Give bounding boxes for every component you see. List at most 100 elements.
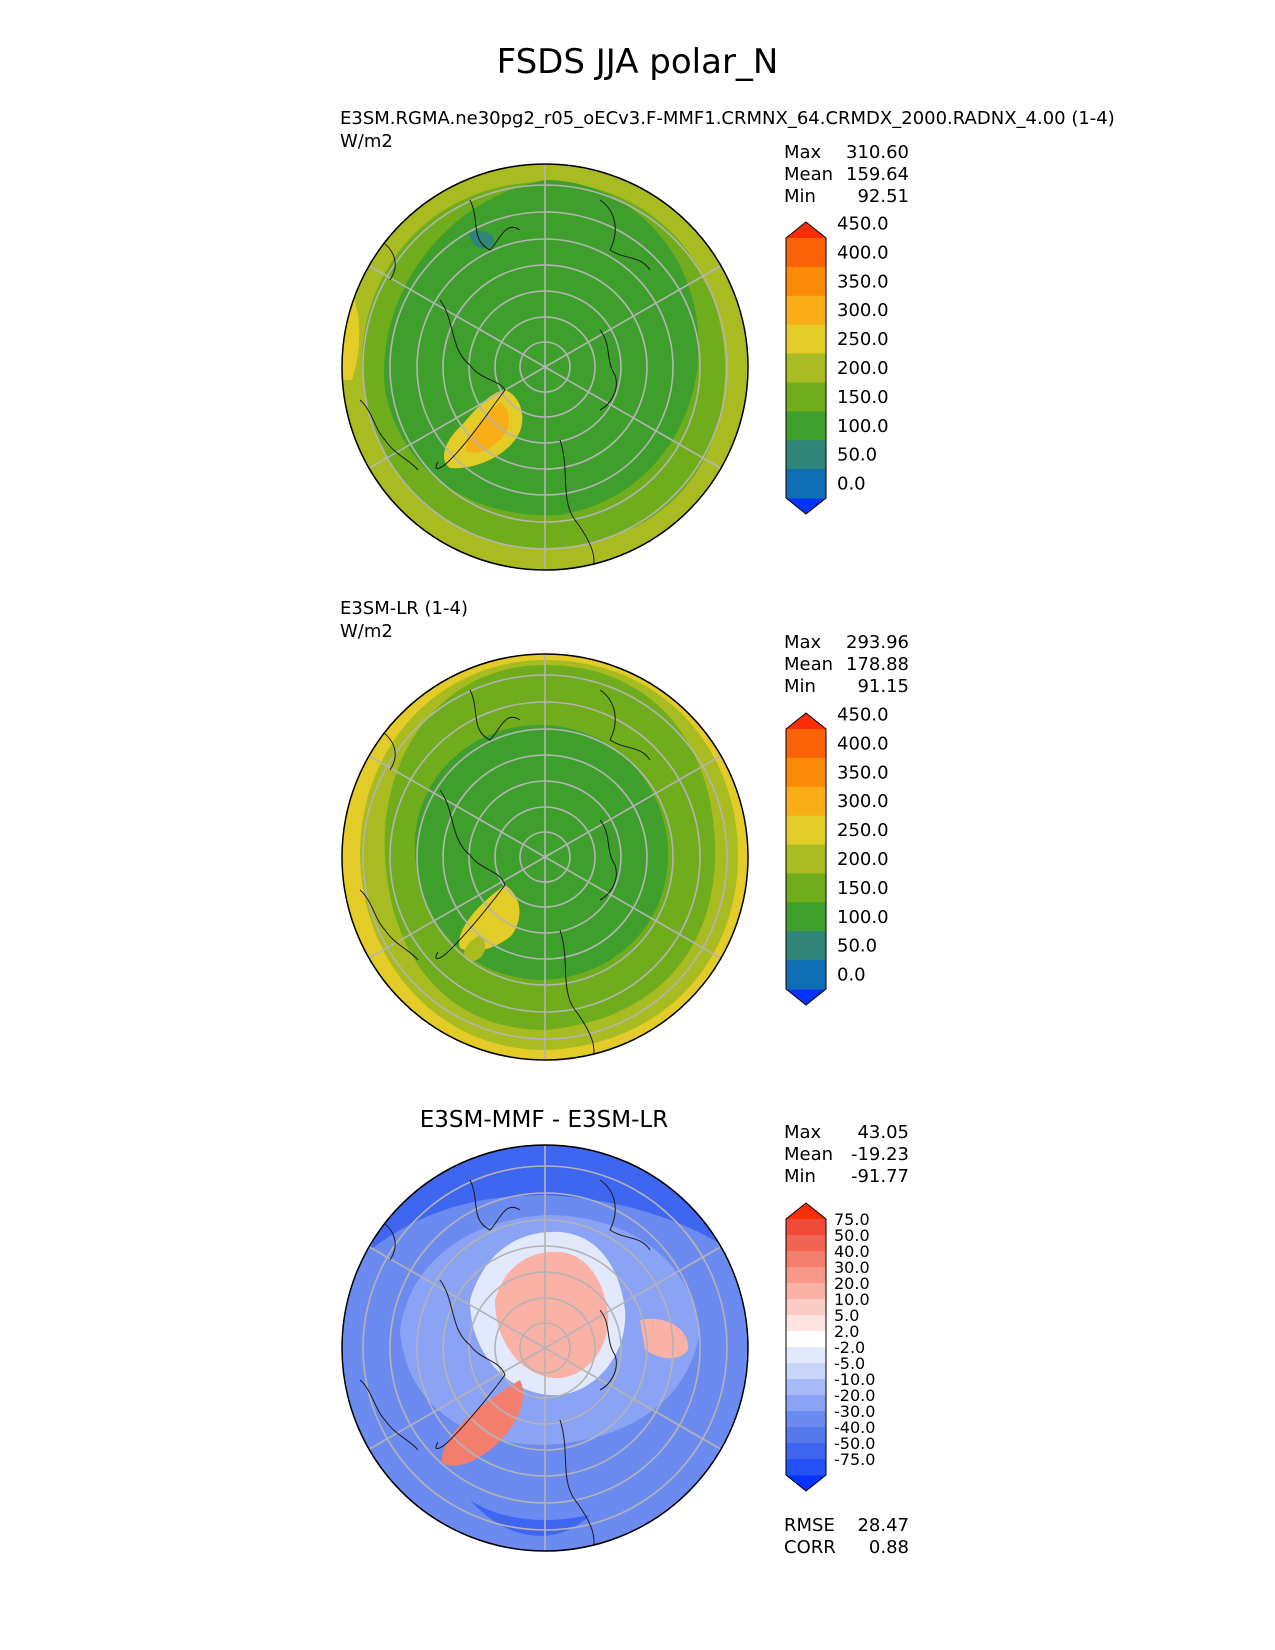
colorbar-tick-label: -40.0 [834, 1418, 875, 1437]
stat-value: -19.23 [850, 1144, 909, 1165]
colorbar-tick-label: 250.0 [837, 329, 889, 350]
panel1-title: E3SM.RGMA.ne30pg2_r05_oECv3.F-MMF1.CRMNX… [340, 108, 1115, 129]
colorbar-panel1: 0.0 50.0 100.0 150.0 200.0 250.0 300.0 350.0 400… [785, 214, 889, 515]
colorbar-tick-label: -75.0 [834, 1450, 875, 1469]
map2-graticule [362, 654, 728, 1060]
map3-greenland-pos [441, 1380, 524, 1466]
panel2-title: E3SM-LR (1-4) [340, 598, 468, 619]
colorbar-tick-label: -50.0 [834, 1434, 875, 1453]
panel1-stats: Max 310.60 Mean 159.64 Min 92.51 [784, 142, 909, 208]
stat-value: 43.05 [857, 1122, 909, 1143]
colorbar-segment [786, 1219, 826, 1236]
map2-field-inner [414, 725, 669, 980]
map-panel3 [341, 1144, 749, 1552]
colorbar-segment [786, 1283, 826, 1300]
colorbar-segment [786, 440, 826, 470]
colorbar-tick-label: 200.0 [837, 358, 889, 379]
stat-label: Mean [784, 164, 834, 185]
panel3-title: E3SM-MMF - E3SM-LR [419, 1107, 669, 1133]
map1-frame [341, 163, 749, 571]
panel1-stat-max: Max 310.60 [784, 142, 909, 164]
metric-value: 28.47 [857, 1515, 909, 1536]
colorbar-segment [786, 902, 826, 932]
colorbar-segment [786, 411, 826, 441]
colorbar-extend-min [786, 1475, 826, 1491]
colorbar-extend-min [786, 989, 826, 1005]
stat-value: -91.77 [850, 1166, 909, 1187]
colorbar-tick-label: 150.0 [837, 878, 889, 899]
map3-graticule [362, 1145, 728, 1551]
colorbar-tick-label: -2.0 [834, 1338, 865, 1357]
colorbar-segment [786, 1379, 826, 1396]
colorbar-segment [786, 1267, 826, 1284]
colorbar-extend-max [786, 713, 826, 729]
colorbar-segment [786, 1363, 826, 1380]
colorbar-tick-label: 30.0 [834, 1258, 870, 1277]
stat-label: Mean [784, 1144, 834, 1165]
metric-rmse: RMSE 28.47 [784, 1515, 909, 1537]
colorbar-segment [786, 1427, 826, 1444]
stat-value: 310.60 [846, 142, 909, 163]
map-panel2 [341, 653, 749, 1061]
stat-label: Mean [784, 654, 834, 675]
colorbar-tick-label: -30.0 [834, 1402, 875, 1421]
panel2-stat-mean: Mean 178.88 [784, 654, 909, 676]
colorbar-segment [786, 238, 826, 268]
panel3-stat-min: Min -91.77 [784, 1166, 909, 1188]
panel3-stat-max: Max 43.05 [784, 1122, 909, 1144]
colorbar-outline [785, 221, 827, 515]
colorbar-tick-label: 400.0 [837, 733, 889, 754]
colorbar-segment [786, 1315, 826, 1332]
map1-coastlines [359, 199, 651, 570]
colorbar-tick-label: 100.0 [837, 907, 889, 928]
stat-label: Min [784, 186, 816, 207]
stat-label: Max [784, 142, 822, 163]
stat-value: 293.96 [846, 632, 909, 653]
colorbar-tick-label: 300.0 [837, 300, 889, 321]
metric-value: 0.88 [868, 1537, 909, 1558]
panel3-metrics: RMSE 28.47 CORR 0.88 [784, 1515, 909, 1559]
colorbar-extend-max [786, 222, 826, 238]
colorbar-segment [786, 469, 826, 499]
colorbar-tick-label: 350.0 [837, 271, 889, 292]
map1-graticule [362, 164, 728, 570]
colorbar-segment [786, 1347, 826, 1364]
colorbar-panel2: 0.0 50.0 100.0 150.0 200.0 250.0 300.0 350.0 400… [785, 705, 889, 1006]
map2-coastlines [359, 689, 651, 1060]
panel1-stat-mean: Mean 159.64 [784, 164, 909, 186]
map2-frame [341, 653, 749, 1061]
map3-south-neg [470, 1500, 590, 1536]
stat-value: 91.15 [857, 676, 909, 697]
colorbar-tick-label: 350.0 [837, 762, 889, 783]
colorbar-segment [786, 960, 826, 990]
map-panel1 [341, 163, 749, 571]
panel2-stat-max: Max 293.96 [784, 632, 909, 654]
colorbar-segment [786, 266, 826, 297]
panel1-stat-min: Min 92.51 [784, 186, 909, 208]
stat-value: 92.51 [857, 186, 909, 207]
colorbar-tick-label: 100.0 [837, 416, 889, 437]
colorbar-segment [786, 1411, 826, 1428]
colorbar-segment [786, 295, 826, 326]
colorbar-extend-min [786, 498, 826, 514]
colorbar-tick-label: 250.0 [837, 820, 889, 841]
colorbar-tick-label: -10.0 [834, 1370, 875, 1389]
map1-greenland-core [465, 402, 509, 453]
colorbar-tick-label: 200.0 [837, 849, 889, 870]
stat-label: Max [784, 1122, 822, 1143]
map3-east-pos [640, 1318, 689, 1359]
map3-coastlines [359, 1179, 651, 1551]
colorbar-tick-label: -20.0 [834, 1386, 875, 1405]
map2-greenland [459, 885, 520, 952]
colorbar-tick-label: 300.0 [837, 791, 889, 812]
map3-frame [341, 1144, 749, 1552]
colorbar-segment [786, 382, 826, 412]
colorbar-tick-label: 0.0 [837, 474, 866, 495]
colorbar-tick-label: 50.0 [837, 445, 877, 466]
colorbar-tick-label: 2.0 [834, 1322, 859, 1341]
colorbar-segment [786, 931, 826, 961]
panel1-units: W/m2 [340, 131, 393, 152]
metric-corr: CORR 0.88 [784, 1537, 909, 1559]
colorbar-tick-label: 40.0 [834, 1242, 870, 1261]
